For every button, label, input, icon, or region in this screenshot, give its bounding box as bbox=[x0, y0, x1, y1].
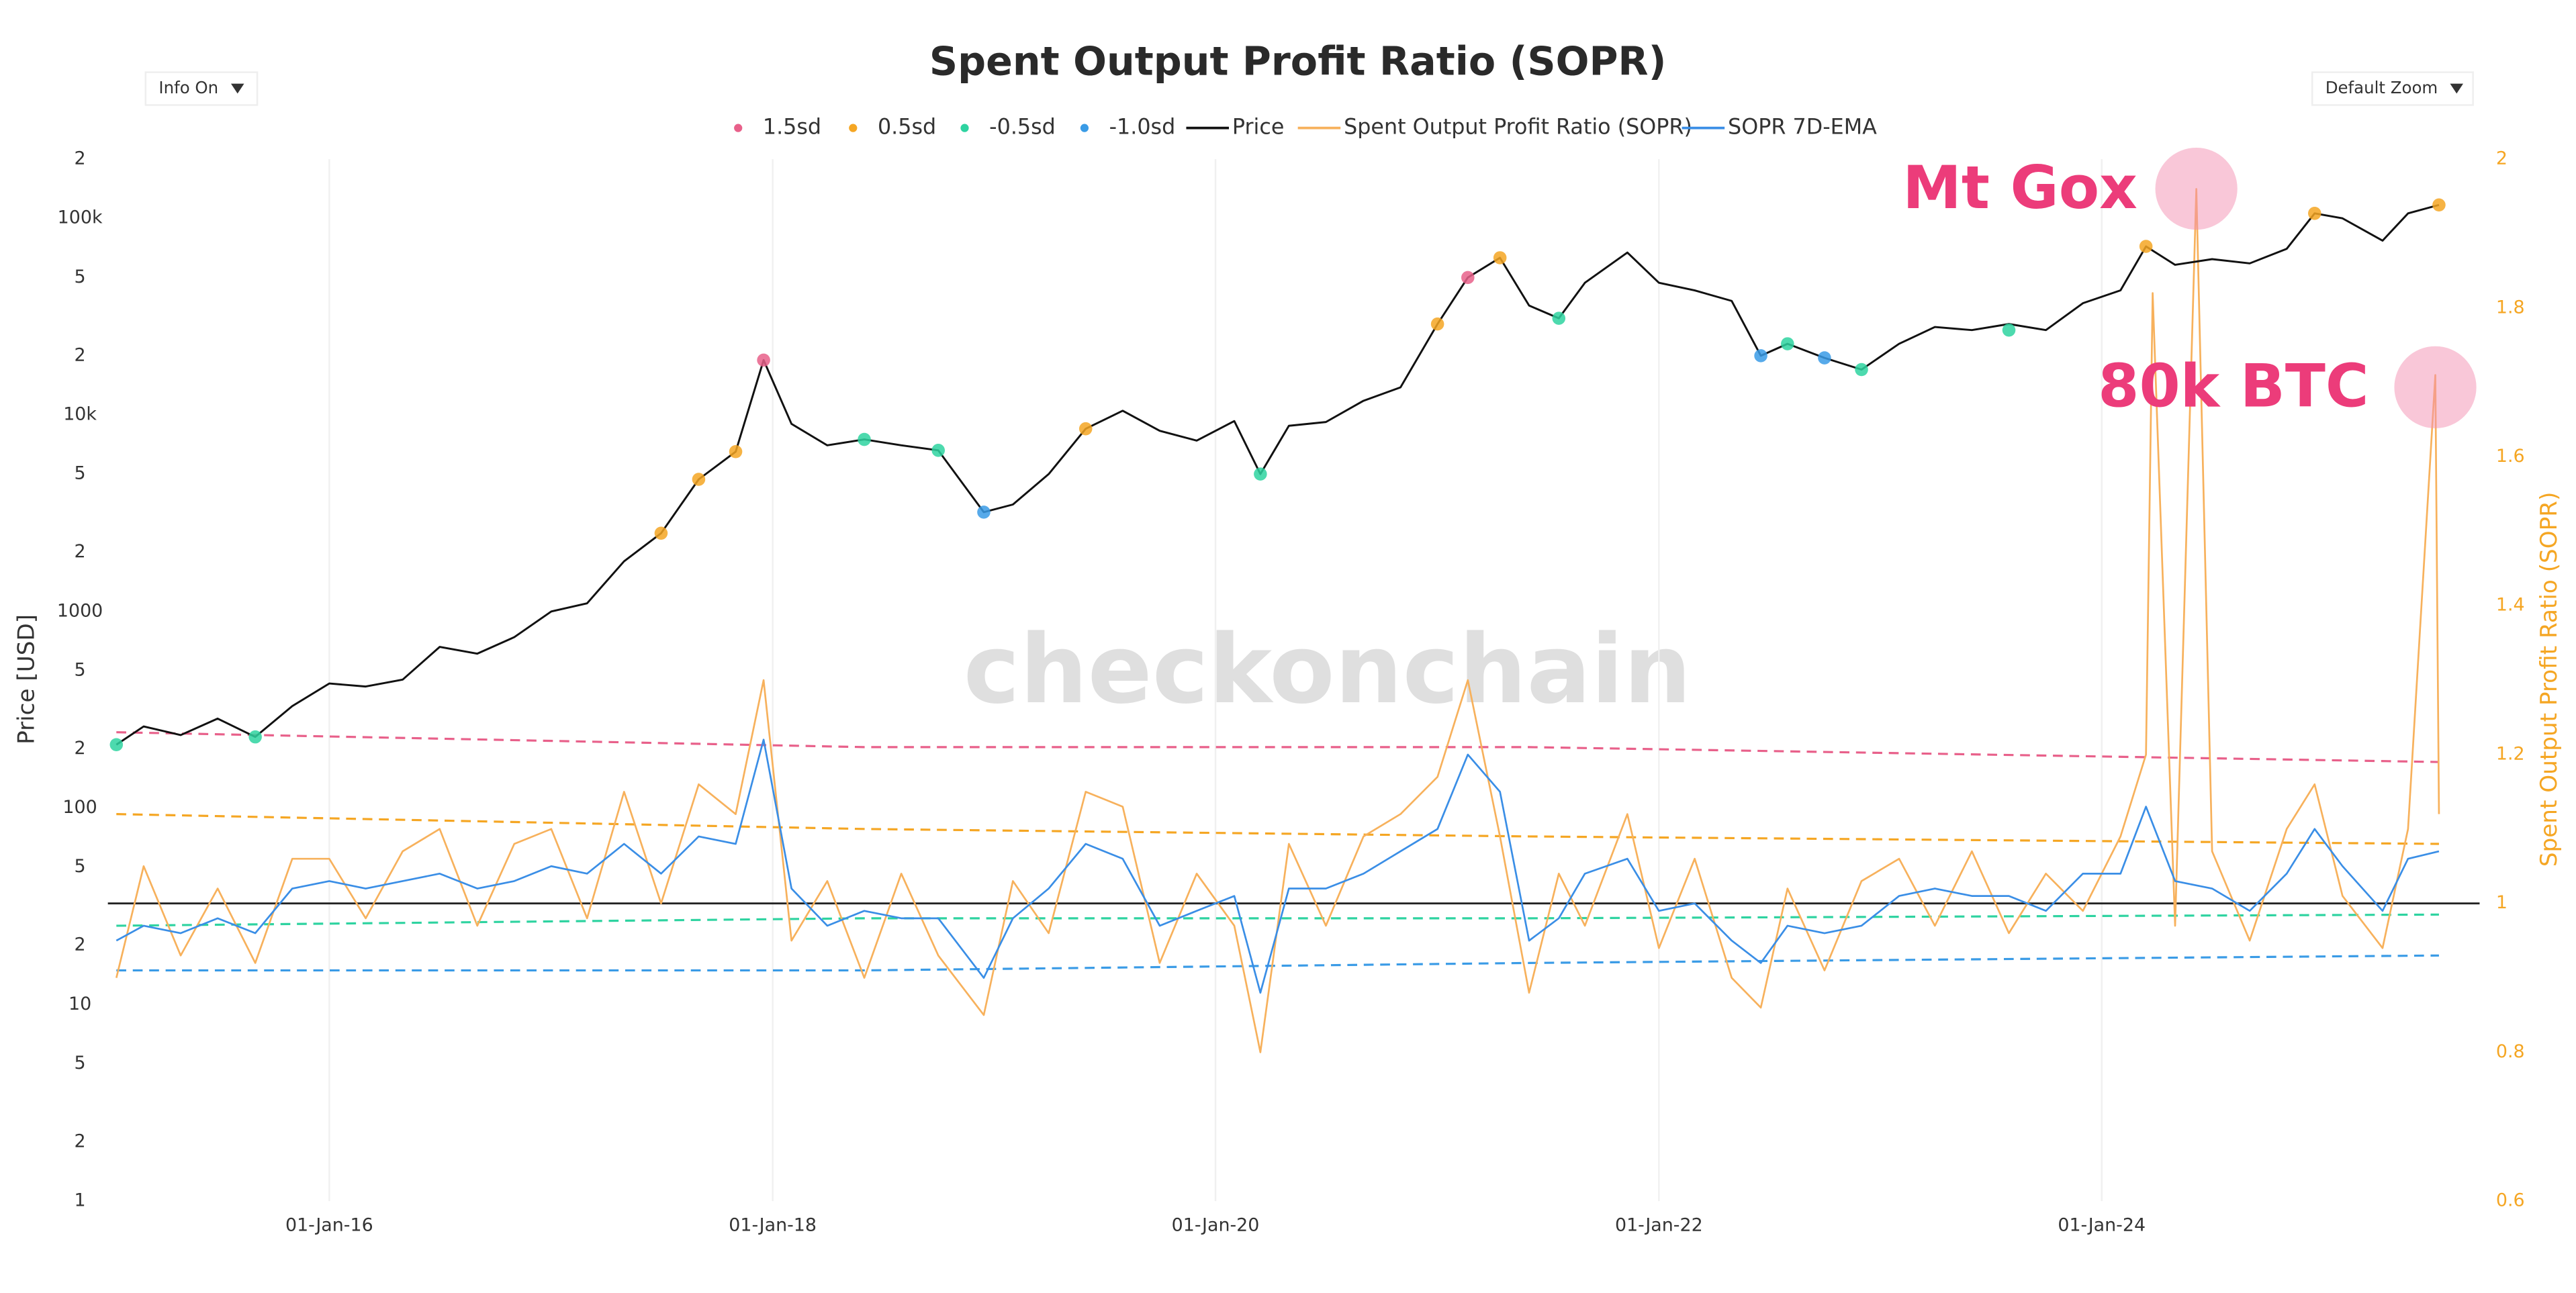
sd-marker bbox=[1552, 312, 1566, 325]
y2-tick-label: 0.8 bbox=[2496, 1041, 2525, 1062]
sd-marker bbox=[729, 445, 743, 459]
y-tick-label: 10k bbox=[63, 404, 97, 425]
y-tick-label: 100 bbox=[62, 797, 97, 818]
sd-marker bbox=[1818, 351, 1831, 365]
y-tick-label: 1000 bbox=[57, 600, 103, 621]
annotation-circle bbox=[2155, 147, 2238, 230]
sd-marker bbox=[2307, 207, 2321, 220]
watermark: checkonchain bbox=[964, 614, 1692, 725]
legend-label: 1.5sd bbox=[763, 115, 821, 140]
y2-tick-label: 1.6 bbox=[2496, 446, 2525, 467]
series-line bbox=[116, 738, 2440, 994]
info-dropdown[interactable]: Info On bbox=[144, 71, 259, 106]
sd-marker bbox=[757, 353, 770, 367]
y-tick-label: 2 bbox=[75, 148, 86, 169]
y2-tick-label: 1.4 bbox=[2496, 595, 2525, 616]
y-tick-label: 2 bbox=[75, 541, 86, 562]
annotation-text: 80k BTC bbox=[2098, 352, 2368, 421]
y-tick-label: 10 bbox=[68, 994, 91, 1014]
legend-item: -0.5sd bbox=[960, 115, 1056, 140]
sd-marker bbox=[1254, 467, 1267, 481]
sd-marker bbox=[977, 506, 991, 519]
dropdown-arrow[interactable] bbox=[230, 83, 244, 94]
annotation-text: Mt Gox bbox=[1902, 153, 2137, 222]
legend-label: 0.5sd bbox=[878, 115, 936, 140]
legend-swatch bbox=[1080, 124, 1089, 132]
y2-tick-label: 1 bbox=[2496, 892, 2508, 913]
legend-swatch bbox=[960, 124, 969, 132]
y-tick-label: 5 bbox=[75, 463, 86, 484]
sd-marker bbox=[1781, 337, 1794, 350]
sd-marker bbox=[109, 738, 124, 752]
legend-item: Price bbox=[1186, 115, 1284, 140]
y-axis-title: Price [USD] bbox=[13, 614, 40, 745]
annotation-circle bbox=[2394, 346, 2477, 428]
x-tick-label: 01-Jan-24 bbox=[2058, 1214, 2146, 1235]
legend-swatch bbox=[849, 124, 858, 132]
sd-marker bbox=[248, 730, 262, 744]
sd-marker bbox=[931, 444, 946, 457]
y-tick-label: 2 bbox=[75, 1131, 86, 1151]
y2-tick-label: 2 bbox=[2496, 148, 2508, 169]
sd-marker bbox=[2002, 323, 2016, 337]
legend-swatch bbox=[734, 124, 743, 132]
y2-tick-label: 1.8 bbox=[2496, 297, 2525, 318]
chart-title: Spent Output Profit Ratio (SOPR) bbox=[929, 38, 1666, 84]
y-tick-label: 5 bbox=[75, 659, 86, 680]
sd-marker bbox=[654, 526, 668, 540]
y2-tick-label: 0.6 bbox=[2496, 1190, 2525, 1211]
dropdown-box[interactable] bbox=[2311, 71, 2474, 106]
legend-label: SOPR 7D-EMA bbox=[1728, 115, 1877, 140]
sd-marker bbox=[2139, 240, 2153, 253]
legend-item: 1.5sd bbox=[734, 115, 821, 140]
legend-label: Spent Output Profit Ratio (SOPR) bbox=[1344, 115, 1692, 140]
sd-marker bbox=[692, 473, 706, 486]
sd-marker bbox=[2432, 198, 2446, 212]
x-tick-label: 01-Jan-18 bbox=[729, 1214, 817, 1235]
series-line bbox=[115, 188, 2440, 1053]
legend-item: Spent Output Profit Ratio (SOPR) bbox=[1297, 115, 1692, 140]
y-tick-label: 5 bbox=[75, 856, 86, 877]
y2-tick-label: 1.2 bbox=[2496, 743, 2525, 764]
sd-marker bbox=[858, 432, 871, 446]
x-tick-label: 01-Jan-16 bbox=[285, 1214, 373, 1235]
y-tick-label: 5 bbox=[75, 1053, 86, 1073]
zoom-dropdown[interactable]: Default Zoom bbox=[2311, 71, 2474, 106]
legend-label: -0.5sd bbox=[989, 115, 1056, 140]
dropdown-label[interactable]: Default Zoom bbox=[2326, 78, 2438, 97]
sd-marker bbox=[1461, 271, 1475, 285]
y-tick-label: 2 bbox=[75, 738, 86, 759]
legend-label: -1.0sd bbox=[1109, 115, 1176, 140]
y2-axis-title: Spent Output Profit Ratio (SOPR) bbox=[2536, 492, 2563, 867]
dropdown-arrow[interactable] bbox=[2450, 83, 2464, 94]
legend-item: SOPR 7D-EMA bbox=[1682, 115, 1877, 140]
y-tick-label: 2 bbox=[75, 935, 86, 955]
sd-marker bbox=[1754, 349, 1767, 363]
legend-item: 0.5sd bbox=[849, 115, 936, 140]
sd-marker bbox=[1493, 251, 1507, 265]
y-tick-label: 2 bbox=[75, 344, 86, 365]
y-tick-label: 5 bbox=[75, 267, 86, 287]
sd-marker bbox=[1078, 422, 1093, 436]
legend-label: Price bbox=[1232, 115, 1285, 140]
series-line bbox=[116, 203, 2440, 746]
y-tick-label: 1 bbox=[75, 1190, 86, 1211]
legend-item: -1.0sd bbox=[1080, 115, 1175, 140]
dropdown-label[interactable]: Info On bbox=[158, 78, 218, 97]
x-tick-label: 01-Jan-20 bbox=[1172, 1214, 1260, 1235]
sd-marker bbox=[1430, 317, 1444, 331]
y-tick-label: 100k bbox=[58, 207, 103, 228]
sd-marker bbox=[1855, 363, 1868, 377]
x-tick-label: 01-Jan-22 bbox=[1615, 1214, 1703, 1235]
